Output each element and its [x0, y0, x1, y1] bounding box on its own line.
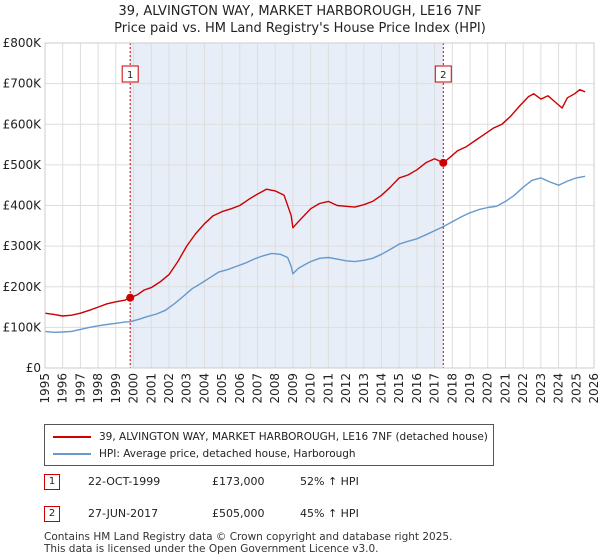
x-tick-label: 2008: [268, 373, 282, 404]
transaction-hpi: 45% ↑ HPI: [300, 507, 359, 520]
x-tick-label: 2021: [498, 373, 512, 404]
x-tick-label: 2015: [392, 373, 406, 404]
sale-point: [126, 293, 135, 302]
legend: 39, ALVINGTON WAY, MARKET HARBOROUGH, LE…: [44, 424, 494, 466]
x-tick-label: 2013: [357, 373, 371, 404]
y-tick-label: £600K: [3, 117, 43, 131]
y-tick-label: £300K: [3, 239, 43, 253]
transaction-hpi: 52% ↑ HPI: [300, 475, 359, 488]
y-tick-label: £200K: [3, 280, 43, 294]
x-tick-label: 1996: [56, 373, 70, 404]
x-tick-label: 2012: [339, 373, 353, 404]
plot-frame: [44, 42, 595, 369]
x-tick-label: 2004: [197, 373, 211, 404]
x-tick-label: 2009: [286, 373, 300, 404]
x-tick-label: 2020: [481, 373, 495, 404]
chart-subtitle: Price paid vs. HM Land Registry's House …: [114, 21, 486, 36]
x-tick-label: 2019: [463, 373, 477, 404]
x-tick-label: 2000: [127, 373, 141, 404]
legend-swatch-hpi: [53, 453, 91, 455]
sale-marker-label: 2: [440, 70, 446, 81]
legend-label-property: 39, ALVINGTON WAY, MARKET HARBOROUGH, LE…: [99, 431, 488, 443]
price-chart: £0 £100K £200K £300K £400K £500K £600K £700K £80…: [3, 36, 600, 404]
x-tick-label: 2026: [587, 373, 600, 404]
x-tick-label: 2023: [534, 373, 548, 404]
sale-marker-label: 1: [127, 70, 133, 81]
y-tick-label: £400K: [3, 199, 43, 213]
transaction-price: £173,000: [212, 475, 265, 488]
transaction-date: 27-JUN-2017: [88, 507, 159, 520]
x-tick-label: 2017: [428, 373, 442, 404]
legend-swatch-property: [53, 436, 91, 438]
chart-title: 39, ALVINGTON WAY, MARKET HARBOROUGH, LE…: [118, 4, 482, 19]
transaction-badge: 2: [44, 506, 60, 522]
sale-marker-box: [121, 65, 139, 83]
x-tick-label: 2018: [445, 373, 459, 404]
y-tick-label: £500K: [3, 158, 43, 172]
y-tick-label: £700K: [3, 77, 43, 91]
x-tick-label: 2003: [180, 373, 194, 404]
footer-licence: This data is licensed under the Open Gov…: [44, 543, 379, 555]
hpi-line: [44, 175, 586, 333]
legend-item-hpi: HPI: Average price, detached house, Harb…: [53, 446, 356, 462]
x-tick-label: 2006: [233, 373, 247, 404]
x-tick-label: 1997: [73, 373, 87, 404]
x-tick-label: 2005: [215, 373, 229, 404]
y-tick-label: £100K: [3, 320, 43, 334]
x-tick-label: 1999: [109, 373, 123, 404]
sale-marker-box: [434, 65, 452, 83]
footer: Contains HM Land Registry data © Crown c…: [44, 531, 452, 555]
x-tick-label: 2002: [162, 373, 176, 404]
y-tick-label: £800K: [3, 36, 43, 50]
sale-point: [439, 158, 448, 167]
x-tick-label: 2007: [251, 373, 265, 404]
legend-label-hpi: HPI: Average price, detached house, Harb…: [99, 448, 356, 460]
x-tick-label: 2014: [374, 373, 388, 404]
transaction-badge: 1: [44, 474, 60, 490]
transaction-date: 22-OCT-1999: [88, 475, 161, 488]
legend-item-property: 39, ALVINGTON WAY, MARKET HARBOROUGH, LE…: [53, 429, 488, 445]
property-price-line: [44, 89, 586, 317]
x-tick-label: 2010: [304, 373, 318, 404]
x-tick-label: 2022: [516, 373, 530, 404]
x-tick-label: 2025: [569, 373, 583, 404]
x-tick-label: 2001: [144, 373, 158, 404]
x-tick-label: 1995: [38, 373, 52, 404]
x-tick-label: 2016: [410, 373, 424, 404]
x-tick-label: 2011: [321, 373, 335, 404]
x-tick-label: 1998: [91, 373, 105, 404]
y-tick-label: £0: [26, 361, 41, 375]
x-tick-label: 2024: [552, 373, 566, 404]
footer-copyright: Contains HM Land Registry data © Crown c…: [44, 531, 453, 543]
transaction-price: £505,000: [212, 507, 265, 520]
